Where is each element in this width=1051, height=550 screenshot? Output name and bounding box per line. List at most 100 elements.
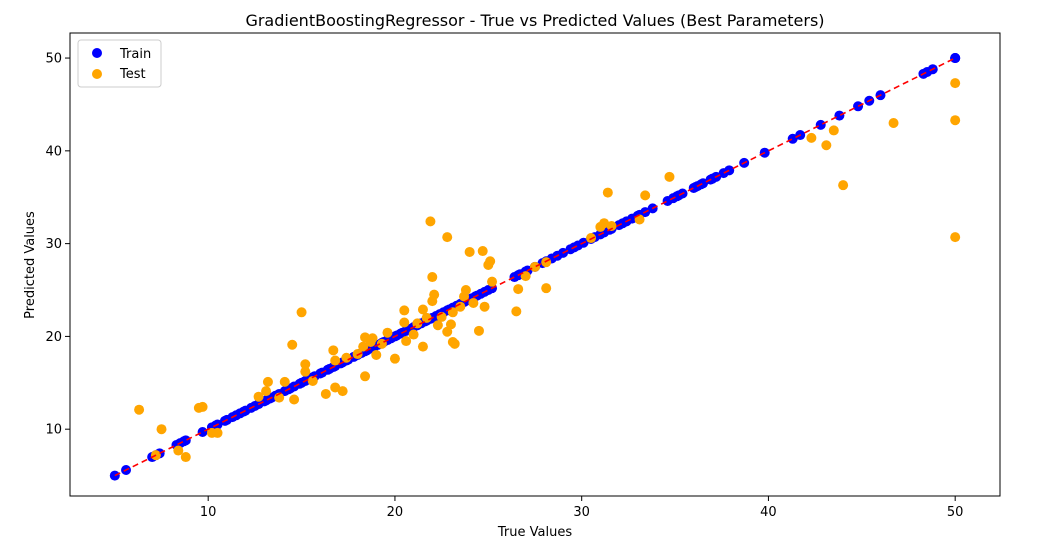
test-point-71 <box>541 283 552 294</box>
test-point-3 <box>173 445 184 456</box>
test-point-42 <box>417 341 428 352</box>
test-point-24 <box>337 386 348 397</box>
train-point-142 <box>853 101 864 112</box>
y-axis-label: Predicted Values <box>23 211 38 319</box>
test-point-10 <box>261 386 272 397</box>
test-point-61 <box>473 325 484 336</box>
test-point-0 <box>134 404 145 415</box>
test-point-41 <box>417 304 428 315</box>
test-point-84 <box>838 180 849 191</box>
test-point-6 <box>197 401 208 412</box>
train-point-140 <box>815 119 826 130</box>
test-point-32 <box>371 349 382 360</box>
test-point-50 <box>442 232 453 243</box>
test-point-56 <box>455 301 466 312</box>
test-point-31 <box>367 333 378 344</box>
x-tick-label-30: 30 <box>573 505 590 520</box>
y-tick-label-30: 30 <box>45 237 62 252</box>
train-point-8 <box>180 435 191 446</box>
test-point-65 <box>485 256 496 267</box>
x-tick-label-40: 40 <box>760 505 777 520</box>
train-point-130 <box>698 178 709 189</box>
test-point-35 <box>389 353 400 364</box>
test-point-36 <box>399 317 410 328</box>
x-axis-label: True Values <box>497 525 572 540</box>
test-point-25 <box>341 352 352 363</box>
test-point-79 <box>640 190 651 201</box>
test-point-77 <box>606 220 617 231</box>
x-tick-label-10: 10 <box>200 505 217 520</box>
test-point-16 <box>296 307 307 318</box>
test-point-87 <box>950 115 961 126</box>
test-point-73 <box>586 233 597 244</box>
test-point-26 <box>352 349 363 360</box>
test-point-11 <box>262 376 273 387</box>
test-point-51 <box>442 326 453 337</box>
test-point-13 <box>279 376 290 387</box>
legend-marker-test <box>92 69 102 79</box>
y-tick-label-40: 40 <box>45 144 62 159</box>
test-point-23 <box>330 355 341 366</box>
x-tick-label-50: 50 <box>947 505 964 520</box>
y-axis-ticks: 10 20 30 40 50 <box>45 52 70 438</box>
test-point-21 <box>328 345 339 356</box>
legend-label-test: Test <box>119 67 146 82</box>
test-point-47 <box>429 289 440 300</box>
y-tick-label-10: 10 <box>45 423 62 438</box>
test-point-38 <box>401 336 412 347</box>
test-point-67 <box>511 306 522 317</box>
test-point-17 <box>300 359 311 370</box>
test-point-4 <box>180 452 191 463</box>
test-point-20 <box>320 388 331 399</box>
reference-line-layer <box>114 57 956 477</box>
test-point-14 <box>287 339 298 350</box>
test-point-29 <box>360 371 371 382</box>
test-point-66 <box>487 276 498 287</box>
test-point-68 <box>513 284 524 295</box>
test-point-60 <box>468 298 479 309</box>
test-point-86 <box>950 78 961 89</box>
test-point-88 <box>950 232 961 243</box>
test-point-62 <box>477 246 488 257</box>
test-point-37 <box>399 305 410 316</box>
train-point-135 <box>724 165 735 176</box>
train-point-141 <box>834 110 845 121</box>
test-point-76 <box>602 187 613 198</box>
test-point-63 <box>479 301 490 312</box>
test-point-43 <box>421 312 432 323</box>
legend-marker-train <box>92 48 102 58</box>
plot-area-frame <box>69 32 1001 497</box>
test-point-19 <box>307 375 318 386</box>
test-point-83 <box>828 125 839 136</box>
test-point-27 <box>358 341 369 352</box>
test-point-34 <box>382 327 393 338</box>
test-point-55 <box>449 338 460 349</box>
test-point-78 <box>634 214 645 225</box>
test-point-80 <box>664 171 675 182</box>
y-tick-label-50: 50 <box>45 52 62 67</box>
chart-title: GradientBoostingRegressor - True vs Pred… <box>245 11 824 30</box>
x-axis-ticks: 10 20 30 40 50 <box>200 496 964 520</box>
test-point-18 <box>300 366 311 377</box>
legend: Train Test <box>77 39 162 88</box>
reference-diagonal-line <box>114 57 956 477</box>
test-point-58 <box>460 285 471 296</box>
test-point-70 <box>530 261 540 272</box>
train-point-138 <box>787 133 798 144</box>
test-point-81 <box>806 132 817 143</box>
test-point-15 <box>289 394 300 405</box>
train-point-9 <box>197 426 208 437</box>
test-point-2 <box>156 424 167 435</box>
test-point-9 <box>253 391 264 402</box>
test-point-44 <box>425 216 436 227</box>
legend-label-train: Train <box>119 47 151 62</box>
y-tick-label-20: 20 <box>45 330 62 345</box>
test-point-85 <box>888 118 899 128</box>
x-tick-label-20: 20 <box>387 505 404 520</box>
test-point-48 <box>432 320 443 331</box>
test-point-69 <box>520 271 531 282</box>
test-point-82 <box>821 140 832 151</box>
test-point-52 <box>445 319 456 330</box>
